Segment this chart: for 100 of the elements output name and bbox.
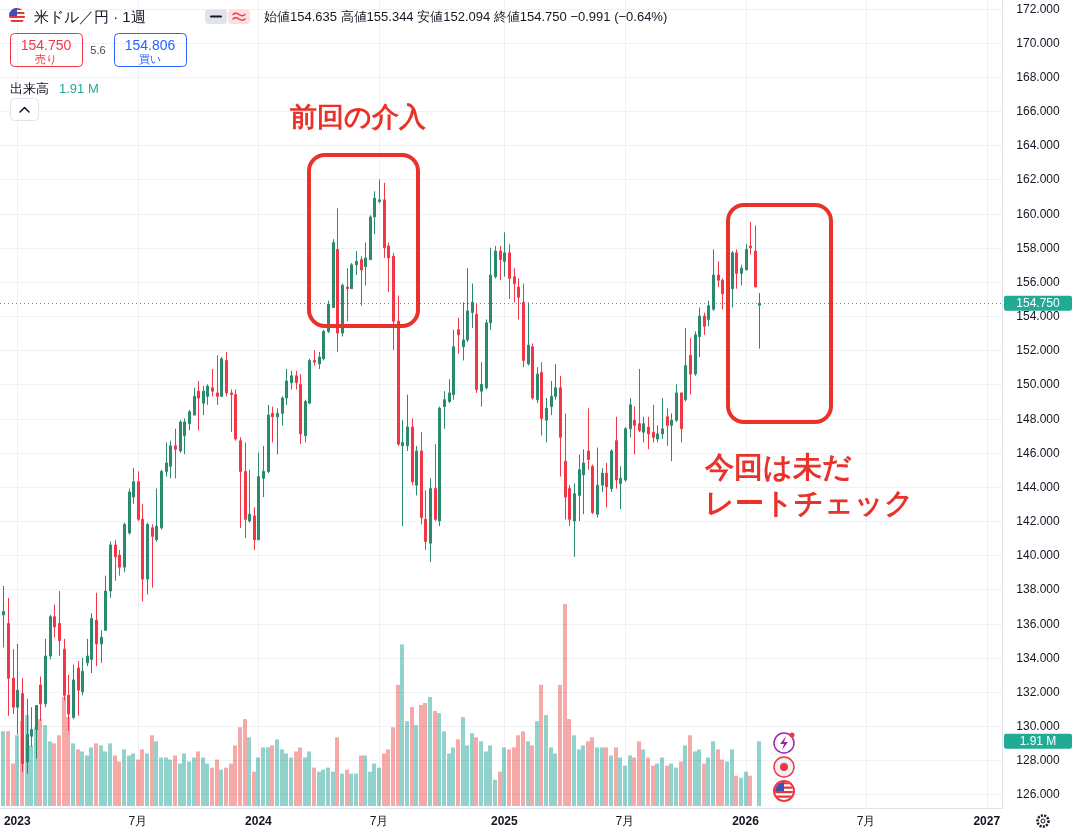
candlestick bbox=[7, 597, 10, 717]
bar bbox=[270, 745, 274, 806]
candlestick bbox=[540, 361, 543, 437]
candlestick bbox=[629, 397, 632, 438]
bar bbox=[252, 771, 256, 806]
bar bbox=[414, 725, 418, 806]
y-tick-label: 130.000 bbox=[1016, 719, 1061, 733]
candlestick bbox=[81, 657, 84, 696]
candlestick bbox=[104, 575, 107, 631]
bar bbox=[498, 771, 502, 806]
candlestick bbox=[452, 329, 455, 401]
bar bbox=[38, 719, 42, 806]
candlestick bbox=[197, 380, 200, 431]
candlestick bbox=[332, 238, 335, 308]
y-tick-label: 142.000 bbox=[1016, 514, 1061, 529]
annotation: 前回の介入 bbox=[289, 102, 427, 132]
bar bbox=[307, 751, 311, 806]
candlestick bbox=[179, 419, 182, 454]
y-tick-label: 156.000 bbox=[1016, 274, 1061, 289]
chart-title: 出来高 bbox=[10, 80, 49, 96]
bar bbox=[716, 749, 720, 806]
x-tick-label: 2024 bbox=[245, 814, 273, 828]
bar bbox=[586, 741, 590, 806]
candlestick bbox=[731, 250, 734, 308]
candlestick bbox=[155, 488, 158, 543]
candlestick bbox=[596, 447, 599, 519]
candlestick bbox=[174, 428, 177, 479]
candlestick bbox=[513, 267, 516, 303]
x-tick-label: 7月 bbox=[128, 814, 148, 828]
x-tick-label: 7月 bbox=[369, 814, 389, 828]
candlestick bbox=[605, 462, 608, 508]
candlestick bbox=[295, 370, 298, 390]
bar bbox=[697, 749, 701, 806]
candlestick bbox=[234, 388, 237, 442]
y-tick-label: 138.000 bbox=[1016, 582, 1061, 597]
candlestick bbox=[434, 443, 437, 522]
candlestick bbox=[559, 375, 562, 478]
candlestick bbox=[438, 406, 441, 527]
candlestick bbox=[341, 283, 344, 338]
bar bbox=[335, 737, 339, 806]
y-tick-label: 158.000 bbox=[1016, 240, 1061, 255]
bar bbox=[317, 771, 321, 806]
y-tick-label: 126.000 bbox=[1016, 787, 1061, 802]
y-tick-label: 170.000 bbox=[1016, 35, 1061, 50]
candlestick bbox=[684, 327, 687, 402]
candlestick bbox=[109, 541, 112, 599]
candlestick bbox=[378, 178, 381, 204]
candlestick bbox=[675, 383, 678, 423]
annotation: 1.91 M bbox=[59, 80, 99, 96]
candlestick bbox=[624, 426, 627, 483]
candlestick bbox=[601, 467, 604, 493]
y-tick-label: 168.000 bbox=[1016, 69, 1061, 84]
bar bbox=[456, 739, 460, 806]
candlestick bbox=[415, 445, 418, 496]
x-tick-label: 7月 bbox=[856, 814, 876, 828]
bar bbox=[423, 702, 427, 806]
candlestick bbox=[545, 397, 548, 443]
candlestick bbox=[49, 614, 52, 660]
candlestick bbox=[165, 441, 168, 478]
candlestick bbox=[267, 404, 270, 474]
annotation: レートチェック bbox=[705, 487, 914, 519]
candlestick bbox=[652, 404, 655, 443]
candlestick bbox=[146, 522, 149, 595]
candlestick bbox=[151, 523, 154, 589]
candlestick bbox=[647, 416, 650, 450]
candlestick bbox=[12, 648, 15, 715]
text: 1.91 M bbox=[1019, 734, 1057, 749]
candlestick bbox=[531, 342, 534, 401]
candlestick bbox=[619, 465, 622, 510]
candlestick bbox=[508, 243, 511, 300]
candlestick bbox=[220, 356, 223, 397]
bar bbox=[201, 757, 205, 806]
y-tick-label: 128.000 bbox=[1016, 753, 1061, 768]
candlestick bbox=[16, 643, 19, 736]
bar bbox=[294, 751, 298, 806]
annotation: 今回は未だ bbox=[704, 451, 852, 483]
bar bbox=[76, 749, 80, 806]
candlestick bbox=[666, 407, 669, 447]
bar bbox=[535, 721, 539, 806]
candlestick bbox=[248, 469, 251, 524]
bar bbox=[604, 747, 608, 806]
y-tick-label: 164.000 bbox=[1016, 138, 1061, 153]
candlestick bbox=[443, 390, 446, 430]
bar bbox=[609, 755, 613, 806]
bar bbox=[734, 775, 738, 806]
candlestick bbox=[95, 592, 98, 667]
candlestick bbox=[244, 441, 247, 539]
candlestick bbox=[670, 412, 673, 462]
bar bbox=[113, 755, 117, 806]
bar bbox=[641, 749, 645, 806]
y-tick-label: 132.000 bbox=[1016, 684, 1061, 699]
candlestick bbox=[527, 301, 530, 367]
candlestick bbox=[364, 242, 367, 286]
x-tick-label: 2025 bbox=[490, 814, 518, 828]
candlestick bbox=[77, 660, 80, 717]
bar bbox=[702, 763, 706, 806]
x-tick-label: 2027 bbox=[973, 814, 1001, 828]
candlestick bbox=[680, 392, 683, 443]
candlestick bbox=[740, 264, 743, 286]
candlestick bbox=[471, 283, 474, 329]
